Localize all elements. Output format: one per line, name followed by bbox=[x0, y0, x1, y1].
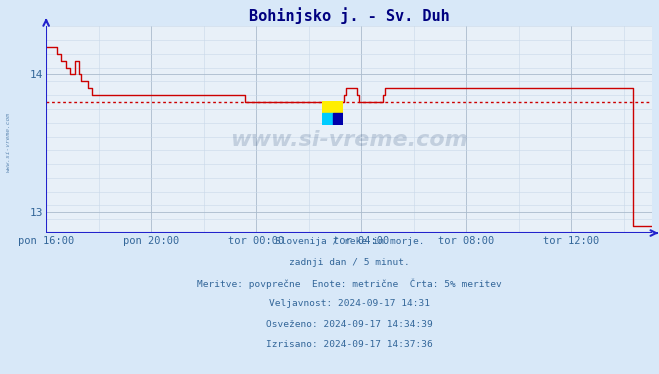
Title: Bohinjsko j. - Sv. Duh: Bohinjsko j. - Sv. Duh bbox=[249, 7, 449, 24]
Text: Izrisano: 2024-09-17 14:37:36: Izrisano: 2024-09-17 14:37:36 bbox=[266, 340, 433, 349]
Text: Meritve: povprečne  Enote: metrične  Črta: 5% meritev: Meritve: povprečne Enote: metrične Črta:… bbox=[197, 278, 501, 289]
Text: Slovenija / reke in morje.: Slovenija / reke in morje. bbox=[275, 237, 424, 246]
Text: www.si-vreme.com: www.si-vreme.com bbox=[231, 130, 468, 150]
Text: Osveženo: 2024-09-17 14:34:39: Osveženo: 2024-09-17 14:34:39 bbox=[266, 320, 433, 329]
Text: zadnji dan / 5 minut.: zadnji dan / 5 minut. bbox=[289, 258, 410, 267]
Text: Veljavnost: 2024-09-17 14:31: Veljavnost: 2024-09-17 14:31 bbox=[269, 299, 430, 308]
Text: www.si-vreme.com: www.si-vreme.com bbox=[5, 112, 11, 172]
